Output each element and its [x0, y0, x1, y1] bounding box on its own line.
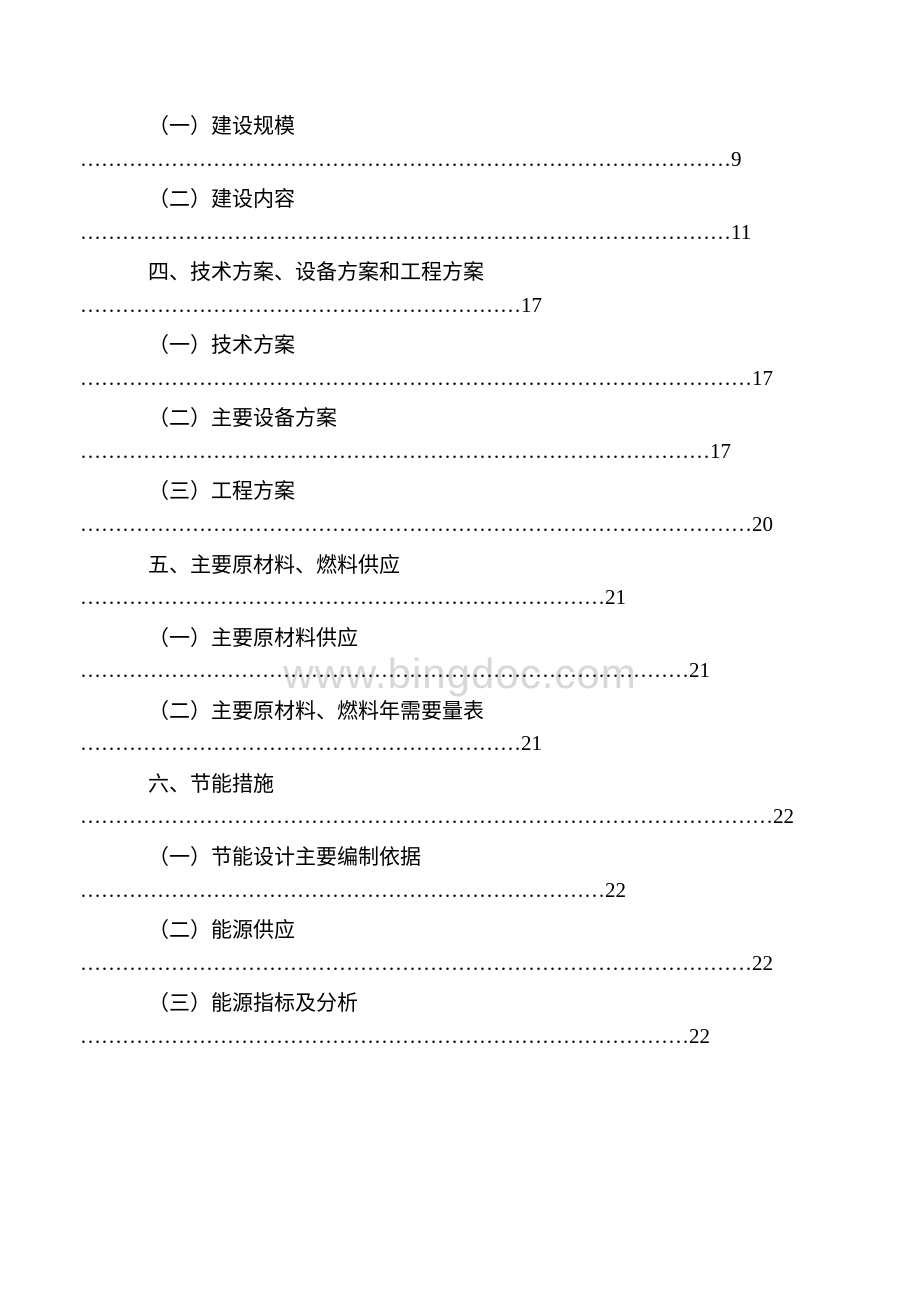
- toc-entry: （一）节能设计主要编制依据 …………………………………………………………………2…: [80, 841, 840, 906]
- toc-title: 四、技术方案、设备方案和工程方案: [80, 256, 840, 290]
- toc-entry: （一）主要原材料供应 ………………………………………………………………………………: [80, 622, 840, 687]
- toc-entry: （二）能源供应 ………………………………………………………………………………………: [80, 914, 840, 979]
- toc-title: 五、主要原材料、燃料供应: [80, 549, 840, 583]
- toc-dots: ………………………………………………………21: [80, 728, 840, 760]
- toc-title: （二）能源供应: [80, 914, 840, 948]
- toc-title: （一）主要原材料供应: [80, 622, 840, 656]
- toc-entry: （二）主要设备方案 …………………………………………………………………………………: [80, 402, 840, 467]
- toc-title: （一）建设规模: [80, 110, 840, 144]
- toc-entry: （一）建设规模 …………………………………………………………………………………9: [80, 110, 840, 175]
- toc-dots: ………………………………………………………………………………………22: [80, 801, 840, 833]
- toc-entry: （一）技术方案 ………………………………………………………………………………………: [80, 329, 840, 394]
- toc-title: （二）建设内容: [80, 183, 840, 217]
- toc-title: （二）主要设备方案: [80, 402, 840, 436]
- toc-title: 六、节能措施: [80, 768, 840, 802]
- toc-dots: …………………………………………………………………21: [80, 582, 840, 614]
- toc-entry: （二）建设内容 …………………………………………………………………………………1…: [80, 183, 840, 248]
- toc-title: （三）工程方案: [80, 475, 840, 509]
- toc-title: （一）节能设计主要编制依据: [80, 841, 840, 875]
- toc-entry: 六、节能措施 …………………………………………………………………………………………: [80, 768, 840, 833]
- toc-dots: …………………………………………………………………22: [80, 875, 840, 907]
- toc-dots: ……………………………………………………………………………21: [80, 655, 840, 687]
- toc-title: （三）能源指标及分析: [80, 987, 840, 1021]
- toc-dots: ……………………………………………………………………………22: [80, 1021, 840, 1053]
- toc-dots: ……………………………………………………………………………………17: [80, 363, 840, 395]
- toc-entry: （三）工程方案 ………………………………………………………………………………………: [80, 475, 840, 540]
- toc-dots: ……………………………………………………………………………………22: [80, 948, 840, 980]
- toc-title: （一）技术方案: [80, 329, 840, 363]
- toc-entry: （三）能源指标及分析 ………………………………………………………………………………: [80, 987, 840, 1052]
- toc-dots: …………………………………………………………………………………11: [80, 217, 840, 249]
- toc-entry: 五、主要原材料、燃料供应 …………………………………………………………………21: [80, 549, 840, 614]
- toc-dots: ……………………………………………………………………………………20: [80, 509, 840, 541]
- toc-dots: ………………………………………………………………………………17: [80, 436, 840, 468]
- toc-content: （一）建设规模 …………………………………………………………………………………9…: [80, 110, 840, 1052]
- toc-entry: （二）主要原材料、燃料年需要量表 ………………………………………………………21: [80, 695, 840, 760]
- toc-title: （二）主要原材料、燃料年需要量表: [80, 695, 840, 729]
- toc-dots: ………………………………………………………17: [80, 290, 840, 322]
- toc-entry: 四、技术方案、设备方案和工程方案 ………………………………………………………17: [80, 256, 840, 321]
- toc-dots: …………………………………………………………………………………9: [80, 144, 840, 176]
